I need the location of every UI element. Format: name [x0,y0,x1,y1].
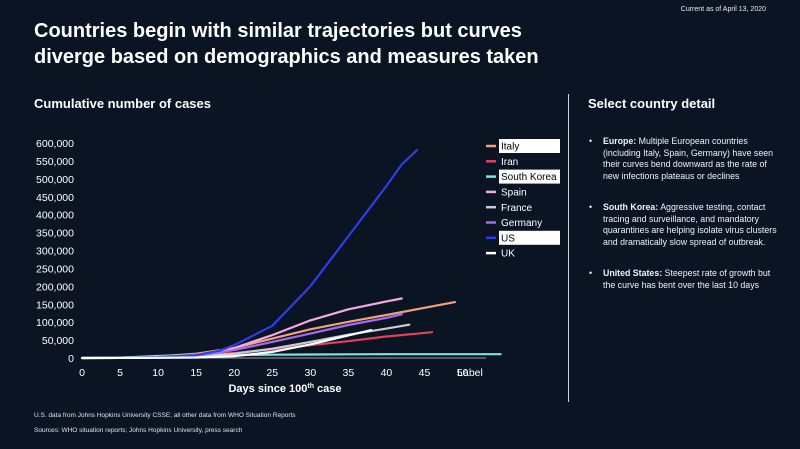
page-title: Countries begin with similar trajectorie… [34,20,539,68]
x-tick-label: 10 [152,367,164,379]
legend-label: UK [501,249,515,260]
x-tick-label: 40 [381,367,393,379]
detail-text: Multiple European countries (including I… [603,136,773,181]
legend-item-france: France [486,203,533,214]
y-tick-label: 250,000 [36,263,74,275]
legend-item-italy: Italy [486,139,560,153]
y-tick-label: 50,000 [42,335,74,347]
x-tick-label: 35 [343,367,355,379]
x-tick-label: 0 [79,367,85,379]
legend-label: France [501,203,533,214]
detail-text: Steepest rate of growth but the curve ha… [603,268,771,290]
y-tick-label: 600,000 [36,138,74,150]
bullet: • [589,202,593,212]
detail-lead: Europe: [603,136,637,146]
x-tick-label: 20 [228,367,240,379]
legend-item-spain: Spain [486,188,527,199]
legend-label: Spain [501,188,527,199]
detail-item-europe: • Europe: Multiple European countries (in… [588,136,778,182]
x-axis-end-label: Label [457,367,483,379]
series-line-uk [80,329,373,360]
section-divider [568,94,569,402]
x-tick-label: 45 [419,367,431,379]
footnote-data-source: U.S. data from Johns Hopkins University … [34,412,296,419]
x-tick-label: 5 [117,367,123,379]
x-tick-label: 15 [190,367,202,379]
country-detail-list: • Europe: Multiple European countries (in… [588,136,778,311]
legend-item-south-korea: South Korea [486,169,560,184]
legend-item-germany: Germany [486,218,542,229]
detail-lead: United States: [603,268,663,278]
y-axis: 0 50,000 100,000 150,000 200,000 250,000 300,0… [36,138,74,365]
y-tick-label: 100,000 [36,317,74,329]
footnote-sources: Sources: WHO situation reports; Johns Ho… [34,427,243,434]
legend-label: Germany [501,218,542,229]
y-tick-label: 550,000 [36,156,74,168]
series-lines [80,149,502,360]
y-tick-label: 450,000 [36,192,74,204]
legend-label: US [501,233,515,244]
series-line-us [80,149,418,360]
x-tick-label: 50 [457,367,469,379]
chart-heading: Cumulative number of cases [34,96,211,111]
chart-legend: Italy Iran South Korea Spain France Germany US… [486,139,560,260]
bullet: • [589,136,593,146]
series-line-france [80,323,411,360]
y-tick-label: 300,000 [36,246,74,258]
detail-lead: South Korea: [603,202,659,212]
legend-item-uk: UK [486,249,515,260]
y-tick-label: 400,000 [36,210,74,222]
legend-item-iran: Iran [486,157,518,168]
bullet: • [589,268,593,278]
legend-label: Italy [501,142,519,153]
detail-text: Aggressive testing, contact tracing and … [603,202,777,247]
legend-item-us: US [486,230,560,245]
legend-label-background [499,169,560,184]
x-axis-title: Days since 100th case [228,383,341,395]
y-tick-label: 200,000 [36,281,74,293]
x-tick-label: 30 [304,367,316,379]
detail-item-united-states: • United States: Steepest rate of growth … [588,268,778,291]
y-tick-label: 0 [68,353,74,365]
y-tick-label: 150,000 [36,299,74,311]
current-as-of-date: Current as of April 13, 2020 [680,6,766,13]
legend-label: South Korea [501,172,557,183]
legend-label-background [499,139,560,153]
y-tick-label: 350,000 [36,228,74,240]
detail-heading: Select country detail [588,96,716,111]
legend-label: Iran [501,157,518,168]
y-tick-label: 500,000 [36,174,74,186]
x-tick-label: 25 [266,367,278,379]
detail-item-south-korea: • South Korea: Aggressive testing, contac… [588,202,778,248]
legend-label-background [499,230,560,245]
